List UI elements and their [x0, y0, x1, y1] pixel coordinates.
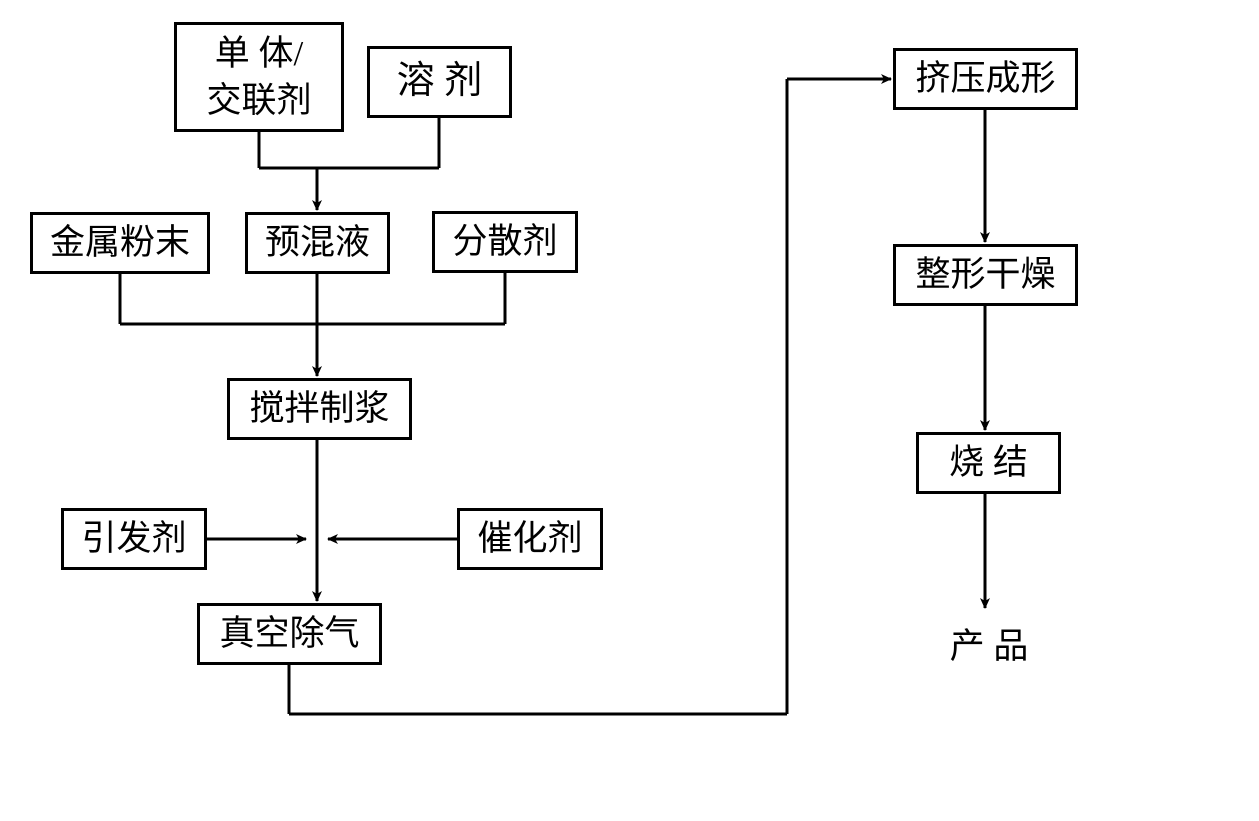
node-label: 金属粉末 [50, 219, 190, 266]
node-sintering: 烧 结 [916, 432, 1061, 494]
node-label: 预混液 [265, 219, 370, 266]
node-catalyst: 催化剂 [457, 508, 603, 570]
node-label: 分散剂 [452, 218, 557, 265]
node-label: 单 体/ 交联剂 [206, 30, 311, 125]
node-label: 搅拌制浆 [249, 385, 389, 432]
node-premix: 预混液 [245, 212, 390, 274]
node-initiator: 引发剂 [61, 508, 207, 570]
node-label: 引发剂 [81, 515, 186, 562]
node-monomer: 单 体/ 交联剂 [174, 22, 344, 132]
node-extrusion: 挤压成形 [893, 48, 1078, 110]
node-label: 溶 剂 [397, 56, 483, 107]
node-degas: 真空除气 [197, 603, 382, 665]
node-label: 挤压成形 [915, 55, 1055, 102]
node-solvent: 溶 剂 [367, 46, 512, 118]
node-label: 烧 结 [949, 439, 1028, 486]
node-drying: 整形干燥 [893, 244, 1078, 306]
node-mixing: 搅拌制浆 [227, 378, 412, 440]
node-product: 产 品 [929, 618, 1049, 669]
node-label: 真空除气 [219, 610, 359, 657]
node-label: 整形干燥 [915, 251, 1055, 298]
node-label: 催化剂 [477, 515, 582, 562]
node-dispersant: 分散剂 [432, 211, 578, 273]
node-label: 产 品 [950, 627, 1029, 666]
node-metal-powder: 金属粉末 [30, 212, 210, 274]
